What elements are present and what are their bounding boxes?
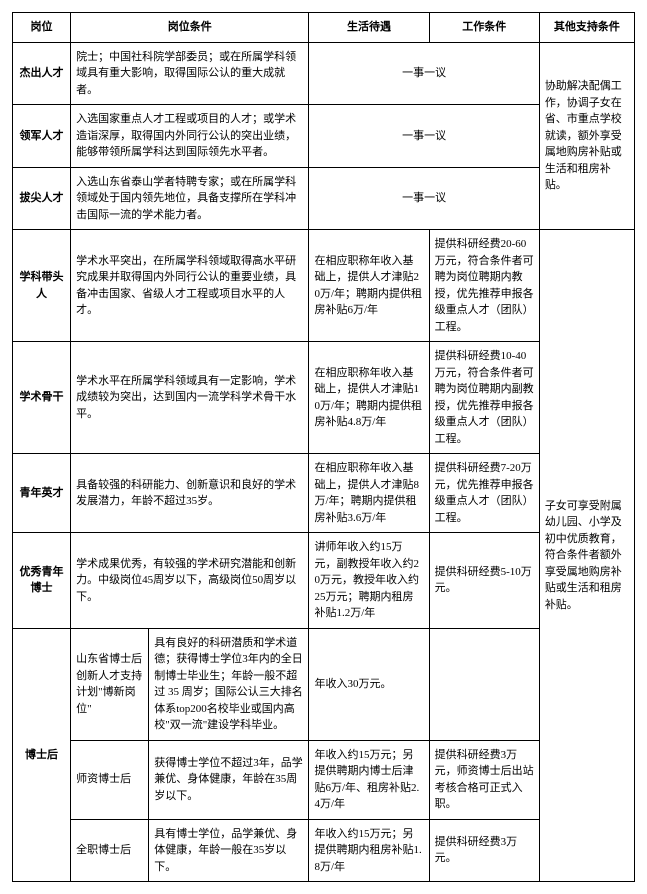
life-discipline-leader: 在相应职称年收入基础上，提供人才津贴20万/年；聘期内提供租房补贴6万/年 (309, 230, 429, 342)
header-work: 工作条件 (429, 13, 539, 43)
sub-boxin-cond: 具有良好的科研潜质和学术道德；获得博士学位3年内的全日制博士毕业生；年龄一般不超… (149, 628, 309, 740)
other-part2: 子女可享受附属幼儿园、小学及初中优质教育，符合条件者额外享受属地购房补贴或生活和… (539, 230, 634, 882)
lifework-outstanding: 一事一议 (309, 42, 539, 105)
lifework-top: 一事一议 (309, 167, 539, 230)
sub-boxin-work (429, 628, 539, 740)
sub-fulltime-life: 年收入约15万元；另提供聘期内租房补贴1.8万/年 (309, 819, 429, 882)
lifework-leading: 一事一议 (309, 105, 539, 168)
post-young-talent: 青年英才 (13, 454, 71, 533)
sub-shizi-work: 提供科研经费3万元，师资博士后出站考核合格可正式入职。 (429, 740, 539, 819)
life-excellent-phd: 讲师年收入约15万元，副教授年收入约20万元，教授年收入约25万元；聘期内租房补… (309, 533, 429, 629)
post-postdoc: 博士后 (13, 628, 71, 882)
cond-top: 入选山东省泰山学者特聘专家；或在所属学科领域处于国内领先地位，具备支撑所在学科冲… (71, 167, 309, 230)
post-top: 拔尖人才 (13, 167, 71, 230)
sub-shizi-life: 年收入约15万元；另提供聘期内博士后津贴6万/年、租房补贴2.4万/年 (309, 740, 429, 819)
row-outstanding: 杰出人才 院士；中国社科院学部委员；或在所属学科领域具有重大影响，取得国际公认的… (13, 42, 635, 105)
talent-policy-table: 岗位 岗位条件 生活待遇 工作条件 其他支持条件 杰出人才 院士；中国社科院学部… (12, 12, 635, 882)
life-academic-backbone: 在相应职称年收入基础上，提供人才津贴10万/年；聘期内提供租房补贴4.8万/年 (309, 342, 429, 454)
sub-boxin-title: 山东省博士后创新人才支持计划"博新岗位" (71, 628, 149, 740)
other-part1: 协助解决配偶工作，协调子女在省、市重点学校就读，额外享受属地购房补贴或生活和租房… (539, 42, 634, 230)
cond-outstanding: 院士；中国社科院学部委员；或在所属学科领域具有重大影响，取得国际公认的重大成就者… (71, 42, 309, 105)
cond-discipline-leader: 学术水平突出，在所属学科领域取得高水平研究成果并取得国内外同行公认的重要业绩，具… (71, 230, 309, 342)
row-discipline-leader: 学科带头人 学术水平突出，在所属学科领域取得高水平研究成果并取得国内外同行公认的… (13, 230, 635, 342)
sub-shizi-title: 师资博士后 (71, 740, 149, 819)
work-young-talent: 提供科研经费7-20万元，优先推荐申报各级重点人才（团队）工程。 (429, 454, 539, 533)
cond-excellent-phd: 学术成果优秀，有较强的学术研究潜能和创新力。中级岗位45周岁以下，高级岗位50周… (71, 533, 309, 629)
life-young-talent: 在相应职称年收入基础上，提供人才津贴8万/年；聘期内提供租房补贴3.6万/年 (309, 454, 429, 533)
cond-academic-backbone: 学术水平在所属学科领域具有一定影响，学术成绩较为突出，达到国内一流学科学术骨干水… (71, 342, 309, 454)
sub-fulltime-title: 全职博士后 (71, 819, 149, 882)
post-discipline-leader: 学科带头人 (13, 230, 71, 342)
header-other: 其他支持条件 (539, 13, 634, 43)
cond-young-talent: 具备较强的科研能力、创新意识和良好的学术发展潜力，年龄不超过35岁。 (71, 454, 309, 533)
header-row: 岗位 岗位条件 生活待遇 工作条件 其他支持条件 (13, 13, 635, 43)
sub-boxin-life: 年收入30万元。 (309, 628, 429, 740)
post-outstanding: 杰出人才 (13, 42, 71, 105)
header-post: 岗位 (13, 13, 71, 43)
work-discipline-leader: 提供科研经费20-60万元，符合条件者可聘为岗位聘期内教授，优先推荐申报各级重点… (429, 230, 539, 342)
work-excellent-phd: 提供科研经费5-10万元。 (429, 533, 539, 629)
sub-fulltime-cond: 具有博士学位，品学兼优、身体健康，年龄一般在35岁以下。 (149, 819, 309, 882)
header-conditions: 岗位条件 (71, 13, 309, 43)
work-academic-backbone: 提供科研经费10-40万元，符合条件者可聘为岗位聘期内副教授，优先推荐申报各级重… (429, 342, 539, 454)
sub-shizi-cond: 获得博士学位不超过3年，品学兼优、身体健康，年龄在35周岁以下。 (149, 740, 309, 819)
cond-leading: 入选国家重点人才工程或项目的人才；或学术造诣深厚，取得国内外同行公认的突出业绩，… (71, 105, 309, 168)
header-life: 生活待遇 (309, 13, 429, 43)
post-leading: 领军人才 (13, 105, 71, 168)
post-academic-backbone: 学术骨干 (13, 342, 71, 454)
sub-fulltime-work: 提供科研经费3万元。 (429, 819, 539, 882)
post-excellent-phd: 优秀青年博士 (13, 533, 71, 629)
